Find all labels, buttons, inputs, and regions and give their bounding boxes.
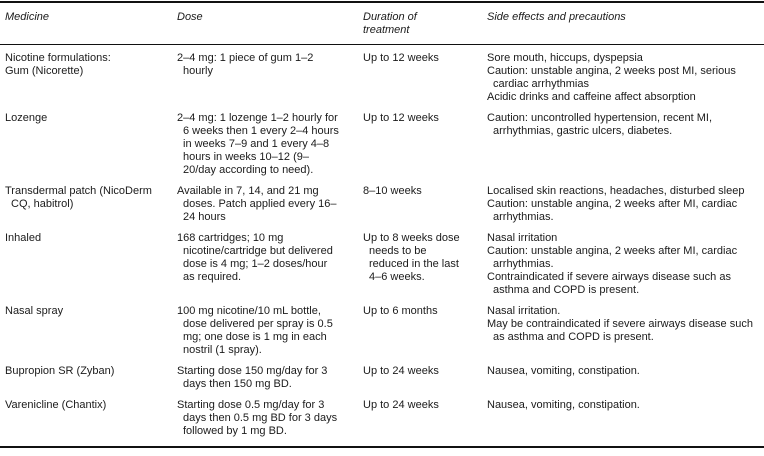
cell-line: 2–4 mg: 1 piece of gum 1–2 hourly (177, 52, 314, 77)
cell-medicine: Nicotine formulations: Gum (Nicorette) (0, 45, 177, 113)
cell-line: Localised skin reactions, headaches, dis… (487, 185, 745, 197)
cell-duration: Up to 6 months (363, 305, 487, 365)
table-header: Medicine Dose Duration of treatment Side… (0, 2, 764, 45)
cell-line: Inhaled (5, 232, 42, 244)
cell-side: Sore mouth, hiccups, dyspepsia Caution: u… (487, 45, 764, 113)
header-duration-label: Duration of treatment (363, 11, 417, 36)
cell-duration: Up to 12 weeks (363, 112, 487, 185)
table-row: Varenicline (Chantix) Starting dose 0.5 m… (0, 399, 764, 447)
table-row: Lozenge 2–4 mg: 1 lozenge 1–2 hourly for … (0, 112, 764, 185)
header-duration: Duration of treatment (363, 2, 487, 45)
header-dose-label: Dose (177, 11, 203, 23)
cell-dose: 100 mg nicotine/10 mL bottle, dose deliv… (177, 305, 363, 365)
cell-duration: 8–10 weeks (363, 185, 487, 232)
cell-side: Caution: uncontrolled hypertension, rece… (487, 112, 764, 185)
table-row: Bupropion SR (Zyban) Starting dose 150 mg… (0, 365, 764, 399)
header-medicine-label: Medicine (5, 11, 50, 23)
cell-medicine: Lozenge (0, 112, 177, 185)
cell-line: 100 mg nicotine/10 mL bottle, dose deliv… (177, 305, 333, 356)
cell-line: 168 cartridges; 10 mg nicotine/cartridge… (177, 232, 333, 283)
cell-line: Varenicline (Chantix) (5, 399, 107, 411)
cell-line: Starting dose 150 mg/day for 3 days then… (177, 365, 328, 390)
cell-side: Nasal irritation. May be contraindicated … (487, 305, 764, 365)
cell-medicine: Transdermal patch (NicoDerm CQ, habitrol… (0, 185, 177, 232)
cell-line: Nasal irritation. (487, 305, 561, 317)
cell-dose: 168 cartridges; 10 mg nicotine/cartridge… (177, 232, 363, 305)
cell-line: 2–4 mg: 1 lozenge 1–2 hourly for 6 weeks… (177, 112, 339, 176)
cell-line: Caution: unstable angina, 2 weeks after … (487, 198, 738, 223)
table-row: Nasal spray 100 mg nicotine/10 mL bottle,… (0, 305, 764, 365)
cell-line: 8–10 weeks (363, 185, 422, 197)
cell-duration: Up to 8 weeks dose needs to be reduced i… (363, 232, 487, 305)
table-row: Inhaled 168 cartridges; 10 mg nicotine/ca… (0, 232, 764, 305)
cell-line: Up to 8 weeks dose needs to be reduced i… (363, 232, 460, 283)
cell-line: Lozenge (5, 112, 48, 124)
cell-line: Nausea, vomiting, constipation. (487, 365, 640, 377)
cell-duration: Up to 12 weeks (363, 45, 487, 113)
cell-line: Gum (Nicorette) (5, 65, 84, 77)
cell-line: Acidic drinks and caffeine affect absorp… (487, 91, 696, 103)
cell-line: Starting dose 0.5 mg/day for 3 days then… (177, 399, 338, 437)
cell-dose: 2–4 mg: 1 piece of gum 1–2 hourly (177, 45, 363, 113)
cell-side: Nausea, vomiting, constipation. (487, 365, 764, 399)
cell-line: Available in 7, 14, and 21 mg doses. Pat… (177, 185, 337, 223)
cell-medicine: Bupropion SR (Zyban) (0, 365, 177, 399)
cell-side: Nausea, vomiting, constipation. (487, 399, 764, 447)
cell-line: Up to 24 weeks (363, 399, 439, 411)
cell-line: Up to 12 weeks (363, 112, 439, 124)
cell-line: Transdermal patch (NicoDerm CQ, habitrol… (5, 185, 152, 210)
cell-line: Caution: unstable angina, 2 weeks post M… (487, 65, 736, 90)
cell-dose: 2–4 mg: 1 lozenge 1–2 hourly for 6 weeks… (177, 112, 363, 185)
header-medicine: Medicine (0, 2, 177, 45)
cell-line: Up to 12 weeks (363, 52, 439, 64)
cell-line: Caution: unstable angina, 2 weeks after … (487, 245, 738, 270)
header-side-effects: Side effects and precautions (487, 2, 764, 45)
cell-duration: Up to 24 weeks (363, 365, 487, 399)
cell-dose: Starting dose 150 mg/day for 3 days then… (177, 365, 363, 399)
header-side-effects-label: Side effects and precautions (487, 11, 626, 23)
cell-side: Nasal irritation Caution: unstable angina… (487, 232, 764, 305)
cell-line: Contraindicated if severe airways diseas… (487, 271, 731, 296)
cell-side: Localised skin reactions, headaches, dis… (487, 185, 764, 232)
cell-dose: Available in 7, 14, and 21 mg doses. Pat… (177, 185, 363, 232)
cell-line: Up to 6 months (363, 305, 438, 317)
cell-duration: Up to 24 weeks (363, 399, 487, 447)
cell-line: Nasal spray (5, 305, 64, 317)
cell-medicine: Varenicline (Chantix) (0, 399, 177, 447)
cell-medicine: Inhaled (0, 232, 177, 305)
cell-line: Nasal irritation (487, 232, 558, 244)
table-row: Nicotine formulations: Gum (Nicorette) 2–4… (0, 45, 764, 113)
header-dose: Dose (177, 2, 363, 45)
cell-line: Bupropion SR (Zyban) (5, 365, 115, 377)
cell-line: Nausea, vomiting, constipation. (487, 399, 640, 411)
cell-medicine: Nasal spray (0, 305, 177, 365)
table-row: Transdermal patch (NicoDerm CQ, habitrol… (0, 185, 764, 232)
cell-line: Nicotine formulations: (5, 52, 111, 64)
cell-line: May be contraindicated if severe airways… (487, 318, 753, 343)
cell-line: Caution: uncontrolled hypertension, rece… (487, 112, 713, 137)
cell-line: Sore mouth, hiccups, dyspepsia (487, 52, 643, 64)
cell-dose: Starting dose 0.5 mg/day for 3 days then… (177, 399, 363, 447)
table-body: Nicotine formulations: Gum (Nicorette) 2–4… (0, 45, 764, 448)
header-row: Medicine Dose Duration of treatment Side… (0, 2, 764, 45)
cell-line: Up to 24 weeks (363, 365, 439, 377)
